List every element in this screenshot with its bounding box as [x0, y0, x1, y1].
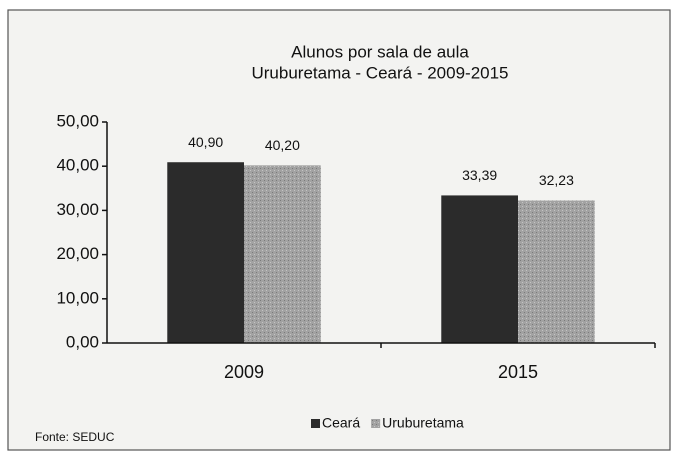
y-tick-label: 10,00 [56, 288, 99, 307]
legend-label: Ceará [322, 415, 360, 431]
legend-swatch [311, 419, 320, 428]
y-tick-label: 50,00 [56, 111, 99, 130]
source-note: Fonte: SEDUC [35, 430, 115, 444]
legend-swatch [371, 419, 381, 428]
y-tick-label: 0,00 [66, 332, 99, 351]
x-tick-label: 2009 [224, 362, 264, 382]
value-label: 40,90 [188, 134, 223, 150]
x-tick-label: 2015 [498, 362, 538, 382]
y-tick-label: 20,00 [56, 244, 99, 263]
value-label: 33,39 [462, 167, 497, 183]
value-label: 32,23 [539, 172, 574, 188]
value-label: 40,20 [265, 137, 300, 153]
chart-subtitle: Uruburetama - Ceará - 2009-2015 [251, 63, 508, 82]
chart-title: Alunos por sala de aula [291, 42, 469, 61]
bar [441, 195, 518, 343]
legend-label: Uruburetama [382, 415, 464, 431]
bar [518, 200, 595, 343]
bar [244, 165, 321, 343]
y-tick-label: 30,00 [56, 200, 99, 219]
bar [167, 162, 244, 343]
y-tick-label: 40,00 [56, 156, 99, 175]
